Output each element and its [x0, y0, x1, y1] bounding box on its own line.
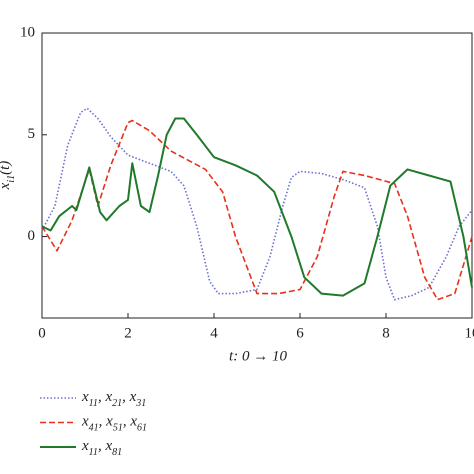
series-line — [41, 117, 473, 297]
x-axis-label: t: 0 → 10 — [229, 348, 287, 364]
legend-label: x11, x81 — [81, 438, 122, 457]
y-tick-label: 5 — [28, 126, 36, 142]
x-tick-label: 8 — [382, 325, 390, 341]
plot-frame — [41, 32, 473, 319]
legend-label: x11, x21, x31 — [81, 389, 146, 408]
legend-label: x41, x51, x61 — [81, 414, 147, 433]
series-line — [41, 119, 473, 301]
x-tick-label: 10 — [465, 325, 474, 341]
x-tick-label: 2 — [124, 325, 132, 341]
y-axis-label: xi1(t) — [0, 161, 17, 191]
y-tick-label: 10 — [20, 24, 35, 40]
x-tick-label: 6 — [296, 325, 304, 341]
x-tick-label: 4 — [210, 325, 218, 341]
y-tick-label: 0 — [28, 228, 36, 244]
series-line — [41, 107, 473, 301]
x-tick-label: 0 — [38, 325, 46, 341]
